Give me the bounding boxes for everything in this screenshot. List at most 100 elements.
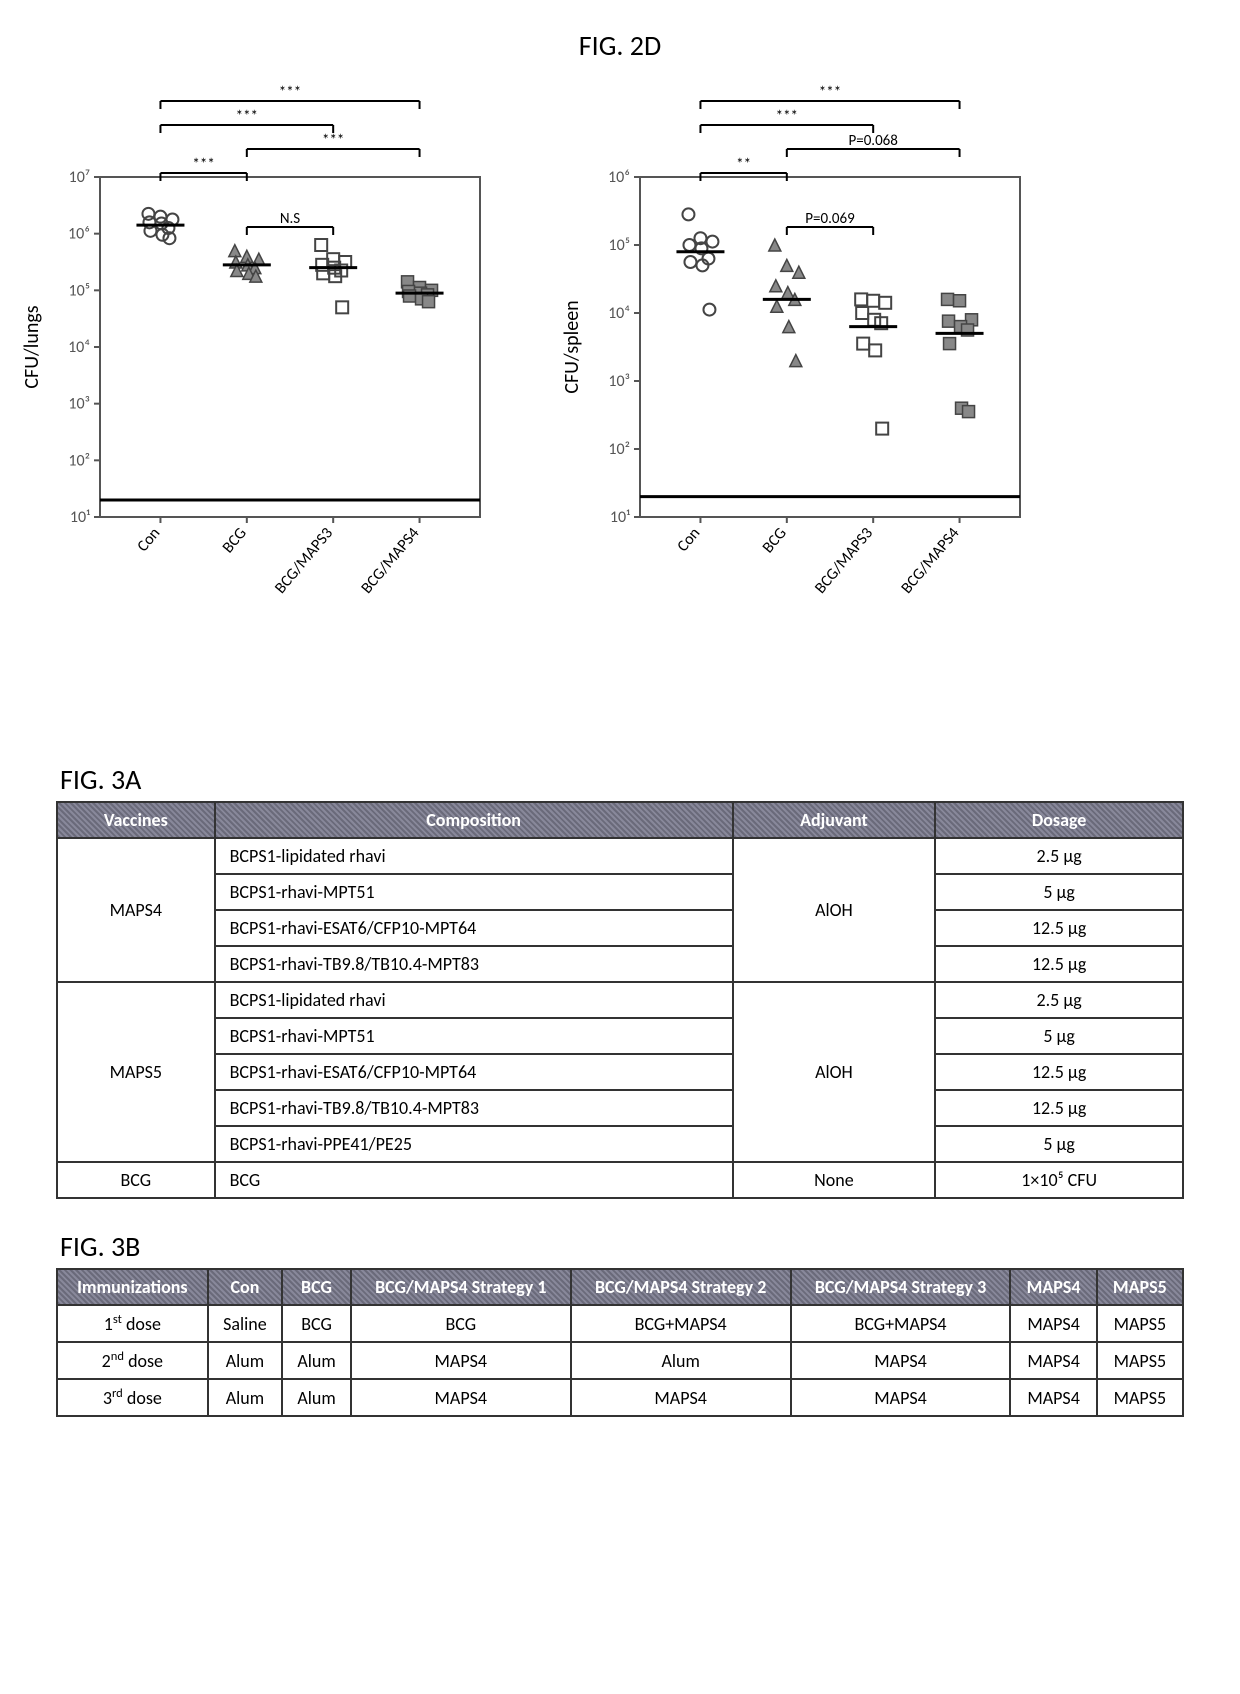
svg-text:10⁴: 10⁴ [68, 338, 90, 357]
svg-text:10¹: 10¹ [610, 508, 630, 527]
dose-cell: BCG [282, 1305, 351, 1342]
chart-lungs: 10¹10²10³10⁴10⁵10⁶10⁷CFU/lungsConBCGBCG/… [20, 67, 500, 722]
fig3b-header: MAPS4 [1010, 1269, 1096, 1305]
dosage-cell: 1×10⁵ CFU [935, 1162, 1183, 1198]
fig3b-header: Immunizations [57, 1269, 208, 1305]
dose-cell: BCG+MAPS4 [571, 1305, 791, 1342]
table-row: BCPS1-rhavi-MPT51 5 µg [57, 874, 1183, 910]
composition-cell: BCPS1-rhavi-PPE41/PE25 [215, 1126, 733, 1162]
fig2d-charts-row: 10¹ 10² 10³ 10⁴ 10⁵ 10⁶ 10⁷ CFU/lungs Con BCG BCG/… [20, 67, 1220, 722]
dosage-cell: 12.5 µg [935, 1054, 1183, 1090]
svg-text:P=0.068: P=0.068 [848, 132, 897, 150]
adjuvant-cell: AlOH [733, 982, 936, 1162]
svg-text:BCG/MAPS3: BCG/MAPS3 [811, 524, 877, 598]
svg-text:BCG/MAPS4: BCG/MAPS4 [897, 524, 963, 598]
svg-text:CFU/lungs: CFU/lungs [20, 305, 44, 388]
svg-text:CFU/spleen: CFU/spleen [560, 300, 584, 393]
composition-cell: BCG [215, 1162, 733, 1198]
svg-text:***: *** [776, 108, 798, 126]
dose-cell: Alum [208, 1379, 283, 1416]
svg-text:BCG: BCG [219, 524, 251, 557]
svg-text:10⁴: 10⁴ [608, 304, 630, 323]
dose-cell: BCG+MAPS4 [791, 1305, 1011, 1342]
adjuvant-cell: AlOH [733, 838, 936, 982]
fig3b-header: BCG [282, 1269, 351, 1305]
svg-text:10¹: 10¹ [70, 508, 90, 527]
svg-text:10²: 10² [68, 451, 90, 470]
svg-text:BCG/MAPS3: BCG/MAPS3 [271, 524, 337, 598]
table-row: BCPS1-rhavi-ESAT6/CFP10-MPT64 12.5 µg [57, 1054, 1183, 1090]
table-row: MAPS5BCPS1-lipidated rhaviAlOH2.5 µg [57, 982, 1183, 1018]
dose-cell: MAPS5 [1097, 1379, 1183, 1416]
fig3b-title: FIG. 3B [60, 1229, 1220, 1264]
dose-cell: MAPS5 [1097, 1342, 1183, 1379]
table-row: BCGBCGNone1×10⁵ CFU [57, 1162, 1183, 1198]
dose-cell: Alum [208, 1342, 283, 1379]
dose-cell: MAPS4 [1010, 1305, 1096, 1342]
dosage-cell: 2.5 µg [935, 982, 1183, 1018]
dose-cell: Alum [282, 1342, 351, 1379]
dose-cell: MAPS4 [1010, 1379, 1096, 1416]
fig3a-header: Composition [215, 802, 733, 838]
composition-cell: BCPS1-rhavi-ESAT6/CFP10-MPT64 [215, 1054, 733, 1090]
adjuvant-cell: None [733, 1162, 936, 1198]
fig3a-title: FIG. 3A [60, 762, 1220, 797]
dose-cell: MAPS4 [1010, 1342, 1096, 1379]
composition-cell: BCPS1-rhavi-TB9.8/TB10.4-MPT83 [215, 1090, 733, 1126]
immunization-label: 3rd dose [57, 1379, 208, 1416]
svg-text:N.S: N.S [280, 210, 300, 228]
svg-text:P=0.069: P=0.069 [805, 210, 855, 228]
svg-text:BCG: BCG [759, 524, 791, 557]
dose-cell: MAPS4 [791, 1379, 1011, 1416]
fig3a-table: VaccinesCompositionAdjuvantDosageMAPS4BC… [56, 801, 1184, 1199]
dose-cell: Saline [208, 1305, 283, 1342]
svg-text:10³: 10³ [608, 372, 630, 391]
svg-text:***: *** [279, 84, 301, 102]
svg-text:BCG/MAPS4: BCG/MAPS4 [357, 524, 423, 598]
composition-cell: BCPS1-rhavi-MPT51 [215, 874, 733, 910]
composition-cell: BCPS1-lipidated rhavi [215, 982, 733, 1018]
vaccine-cell: MAPS4 [57, 838, 215, 982]
svg-text:10⁵: 10⁵ [68, 281, 90, 300]
svg-text:10⁶: 10⁶ [68, 225, 90, 244]
composition-cell: BCPS1-rhavi-MPT51 [215, 1018, 733, 1054]
dose-cell: MAPS4 [351, 1379, 571, 1416]
composition-cell: BCPS1-lipidated rhavi [215, 838, 733, 874]
fig3b-header: MAPS5 [1097, 1269, 1183, 1305]
fig3b-table: ImmunizationsConBCGBCG/MAPS4 Strategy 1B… [56, 1268, 1184, 1417]
immunization-label: 1st dose [57, 1305, 208, 1342]
dosage-cell: 5 µg [935, 874, 1183, 910]
dose-cell: MAPS4 [571, 1379, 791, 1416]
dose-cell: MAPS5 [1097, 1305, 1183, 1342]
table-row: BCPS1-rhavi-MPT51 5 µg [57, 1018, 1183, 1054]
fig3a-header: Dosage [935, 802, 1183, 838]
fig3b-header: BCG/MAPS4 Strategy 3 [791, 1269, 1011, 1305]
svg-text:10⁷: 10⁷ [69, 168, 90, 187]
dosage-cell: 12.5 µg [935, 910, 1183, 946]
dosage-cell: 12.5 µg [935, 946, 1183, 982]
svg-text:**: ** [736, 156, 751, 174]
fig3a-header: Adjuvant [733, 802, 936, 838]
svg-text:***: *** [236, 108, 258, 126]
dosage-cell: 5 µg [935, 1126, 1183, 1162]
dose-cell: Alum [282, 1379, 351, 1416]
dose-cell: MAPS4 [791, 1342, 1011, 1379]
fig3b-header: BCG/MAPS4 Strategy 1 [351, 1269, 571, 1305]
svg-text:Con: Con [133, 524, 164, 556]
vaccine-cell: BCG [57, 1162, 215, 1198]
fig3b-header: BCG/MAPS4 Strategy 2 [571, 1269, 791, 1305]
composition-cell: BCPS1-rhavi-ESAT6/CFP10-MPT64 [215, 910, 733, 946]
svg-text:10²: 10² [608, 440, 630, 459]
fig3a-header: Vaccines [57, 802, 215, 838]
table-row: 2nd doseAlumAlumMAPS4AlumMAPS4MAPS4MAPS5 [57, 1342, 1183, 1379]
dosage-cell: 5 µg [935, 1018, 1183, 1054]
vaccine-cell: MAPS5 [57, 982, 215, 1162]
table-row: BCPS1-rhavi-ESAT6/CFP10-MPT64 12.5 µg [57, 910, 1183, 946]
table-row: BCPS1-rhavi-TB9.8/TB10.4-MPT8312.5 µg [57, 1090, 1183, 1126]
dosage-cell: 2.5 µg [935, 838, 1183, 874]
table-row: BCPS1-rhavi-TB9.8/TB10.4-MPT8312.5 µg [57, 946, 1183, 982]
svg-text:10⁶: 10⁶ [608, 168, 630, 187]
table-row: BCPS1-rhavi-PPE41/PE25 5 µg [57, 1126, 1183, 1162]
fig2d-title: FIG. 2D [20, 28, 1220, 63]
dose-cell: MAPS4 [351, 1342, 571, 1379]
